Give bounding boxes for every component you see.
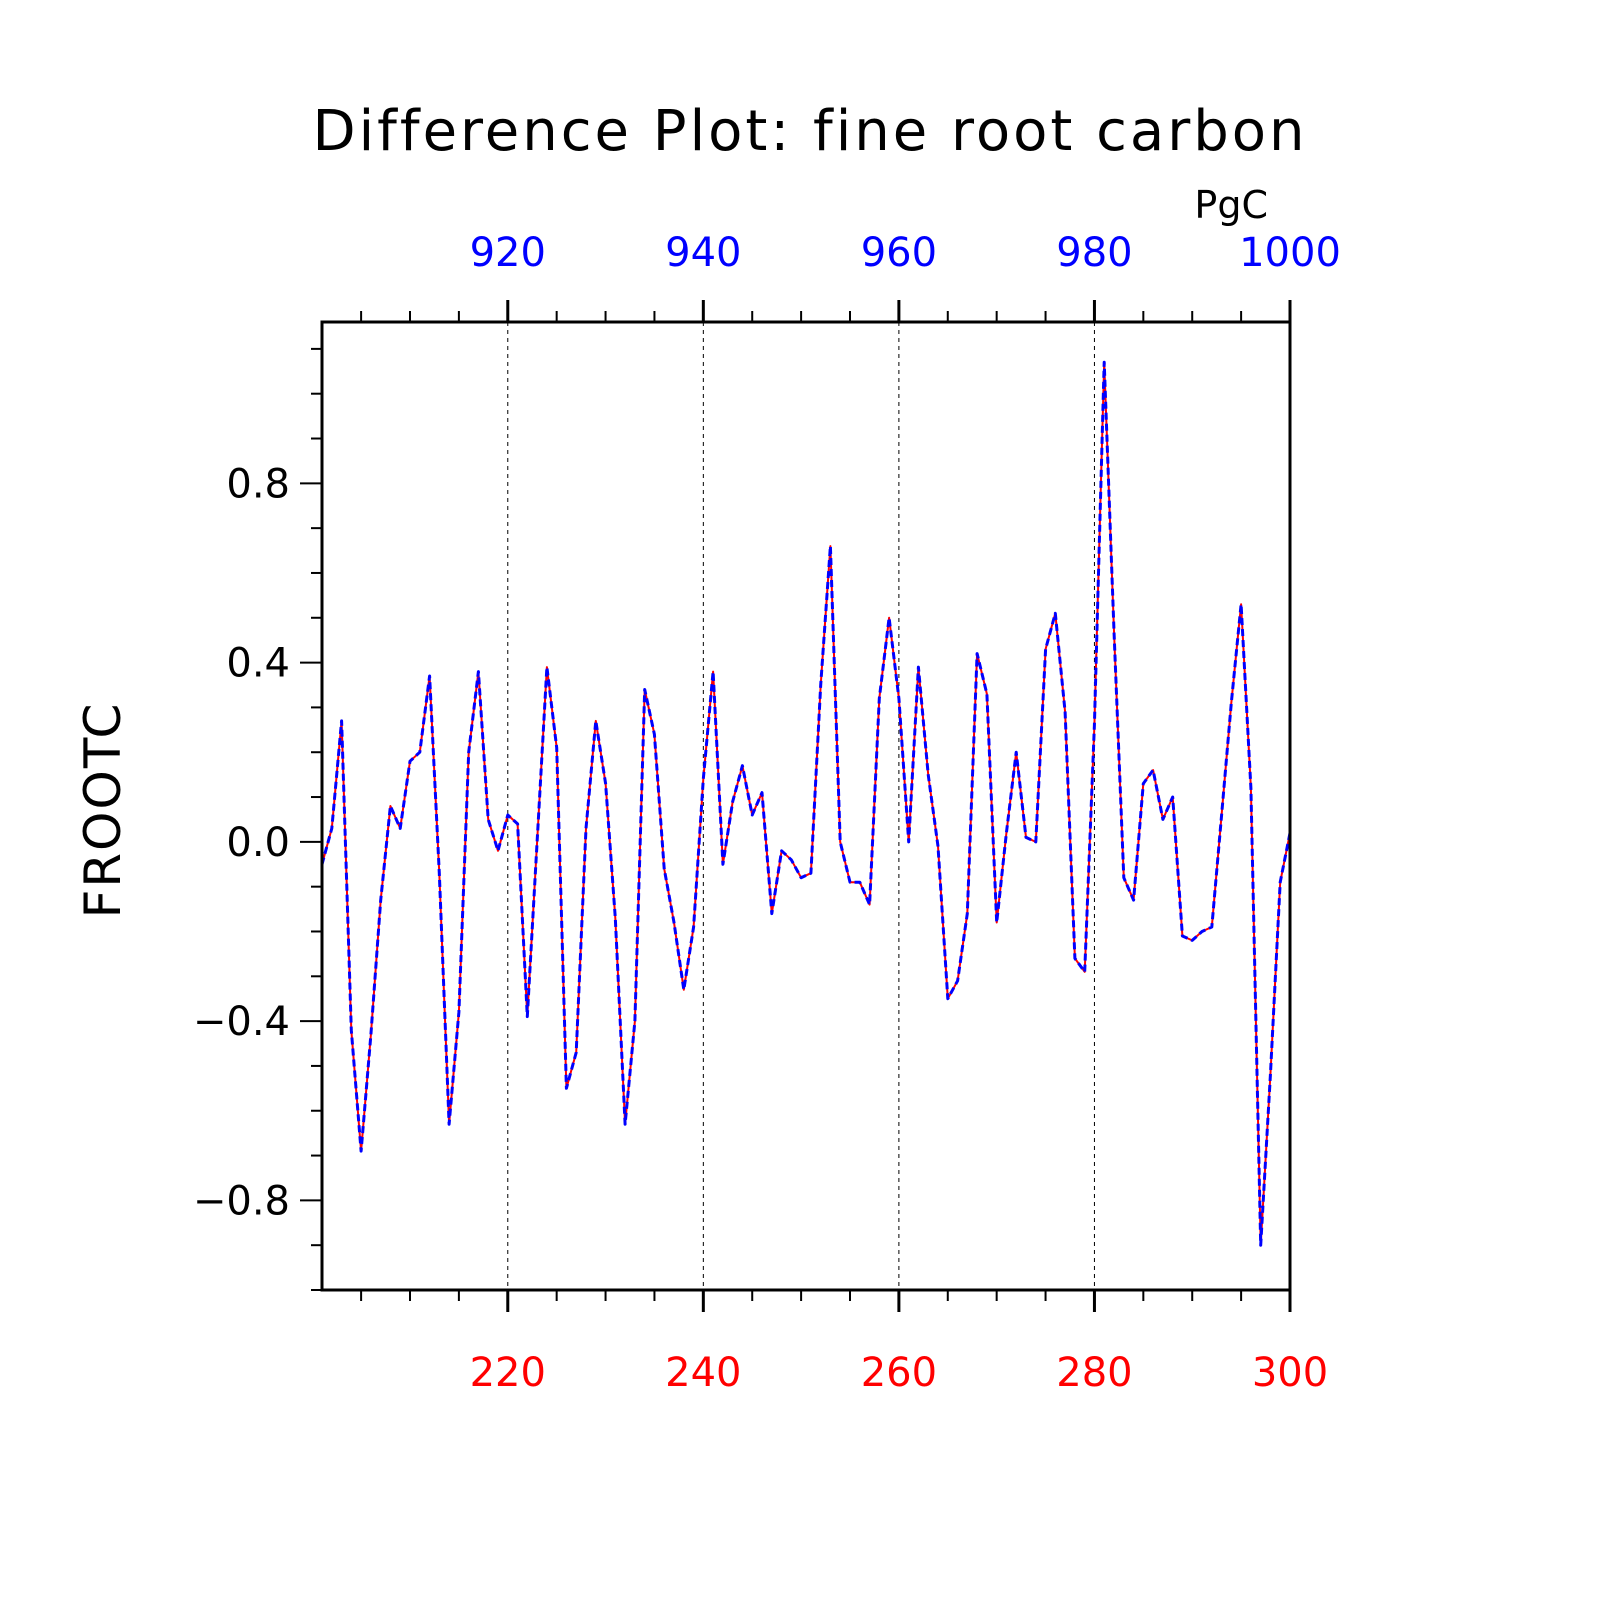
x-top-tick-label: 920 bbox=[470, 230, 546, 276]
x-bottom-tick-label: 260 bbox=[861, 1350, 937, 1396]
y-tick-label: 0.0 bbox=[226, 820, 290, 866]
plot-frame bbox=[320, 320, 1292, 1292]
y-tick-label: −0.8 bbox=[193, 1178, 290, 1224]
x-bottom-tick-label: 240 bbox=[665, 1350, 741, 1396]
units-label: PgC bbox=[1194, 183, 1268, 227]
x-top-tick-label: 940 bbox=[665, 230, 741, 276]
data-series bbox=[320, 360, 1292, 1247]
chart-title: Difference Plot: fine root carbon bbox=[312, 99, 1307, 164]
series-line-blue bbox=[320, 360, 1292, 1247]
y-axis-label: FROOTC bbox=[74, 702, 132, 919]
y-tick-label: 0.4 bbox=[226, 641, 290, 687]
tick-labels: −0.8 −0.4 0.0 0.4 0.8 220 920 240 940 260 960 280 98… bbox=[193, 230, 1341, 1396]
y-tick-label: −0.4 bbox=[193, 999, 290, 1045]
x-bottom-tick-label: 280 bbox=[1056, 1350, 1132, 1396]
x-gridlines bbox=[507, 322, 1095, 1290]
y-tick-label: 0.8 bbox=[226, 461, 290, 507]
x-top-tick-label: 960 bbox=[861, 230, 937, 276]
x-top-tick-label: 1000 bbox=[1239, 230, 1341, 276]
x-top-tick-label: 980 bbox=[1056, 230, 1132, 276]
x-bottom-tick-label: 220 bbox=[470, 1350, 546, 1396]
x-bottom-tick-label: 300 bbox=[1252, 1350, 1328, 1396]
axis-ticks bbox=[300, 300, 1292, 1312]
